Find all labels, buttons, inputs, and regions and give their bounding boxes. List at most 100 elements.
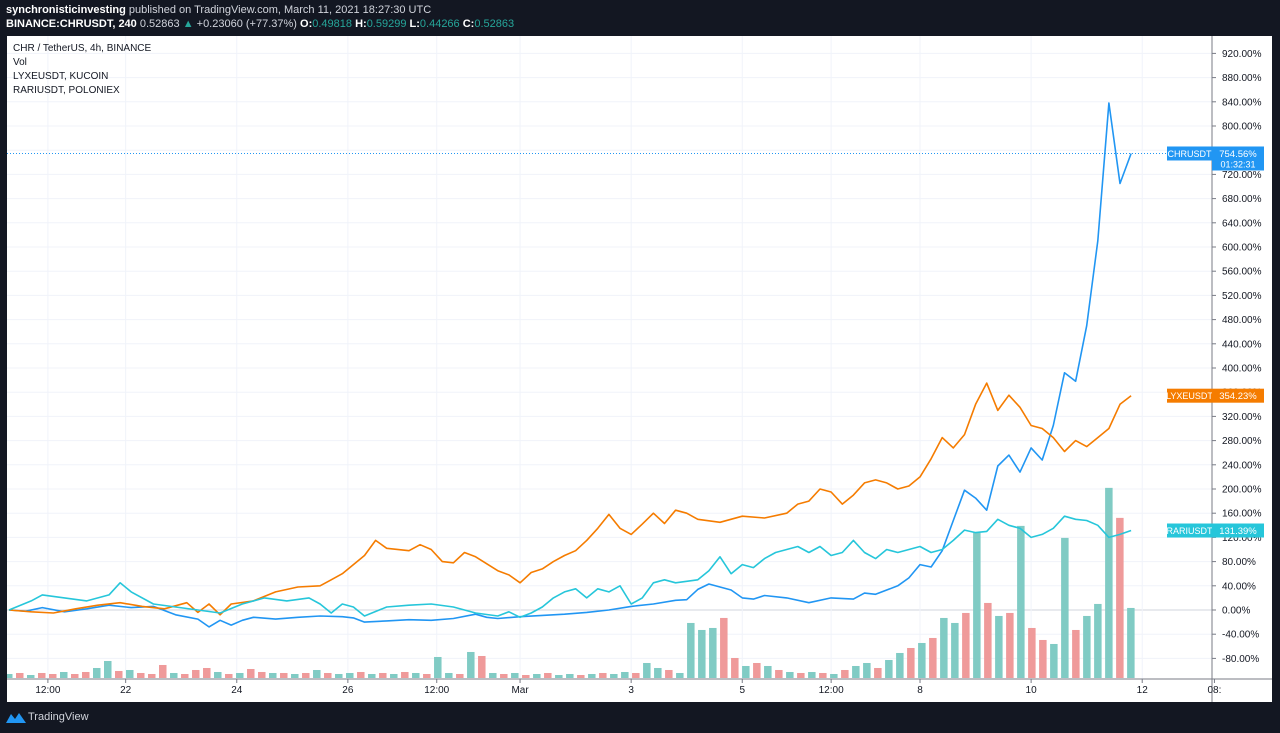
- volume-bar: [566, 673, 574, 678]
- volume-bar: [852, 665, 860, 678]
- volume-bar: [302, 672, 310, 678]
- volume-bar: [148, 673, 156, 678]
- volume-bar: [863, 662, 871, 678]
- volume-bar: [874, 667, 882, 678]
- volume-bar: [984, 602, 992, 678]
- y-tick-label: 160.00%: [1222, 509, 1262, 520]
- volume-bar: [104, 660, 112, 678]
- volume-bar: [49, 673, 57, 678]
- series-value-tag: [1212, 146, 1264, 171]
- open-label: O:: [300, 18, 313, 30]
- volume-bar: [93, 667, 101, 678]
- volume-bar: [137, 672, 145, 678]
- y-tick-label: 280.00%: [1222, 436, 1262, 447]
- volume-bar: [632, 672, 640, 678]
- volume-bar: [709, 627, 717, 678]
- volume-bar: [786, 671, 794, 678]
- chart-canvas[interactable]: 920.00%880.00%840.00%800.00%760.00%720.0…: [7, 36, 1272, 702]
- volume-bar: [214, 671, 222, 678]
- y-tick-label: 80.00%: [1222, 557, 1256, 568]
- volume-bar: [797, 672, 805, 678]
- close-label: C:: [462, 18, 475, 30]
- series-lines: [8, 102, 1132, 628]
- volume-bar: [357, 671, 365, 678]
- series-line-rariusdt: [8, 515, 1132, 619]
- volume-bar: [170, 672, 178, 678]
- series-value-label: 754.56%: [1219, 149, 1257, 160]
- price-axis[interactable]: 920.00%880.00%840.00%800.00%760.00%720.0…: [1211, 36, 1262, 702]
- y-tick-label: 120.00%: [1222, 533, 1262, 544]
- volume-bar: [775, 669, 783, 678]
- volume-bar: [500, 673, 508, 678]
- legend-volume[interactable]: Vol: [13, 57, 27, 68]
- volume-bar: [1105, 487, 1113, 678]
- y-tick-label: 400.00%: [1222, 364, 1262, 375]
- volume-bar: [918, 642, 926, 678]
- volume-bar: [192, 669, 200, 678]
- volume-bar: [643, 662, 651, 678]
- volume-bar: [445, 672, 453, 678]
- volume-bar: [27, 674, 35, 678]
- series-name-tag: [1167, 388, 1212, 403]
- volume-bar: [907, 647, 915, 678]
- y-tick-label: 560.00%: [1222, 267, 1262, 278]
- volume-bar: [346, 672, 354, 678]
- volume-bar: [533, 673, 541, 678]
- series-name-tag: [1167, 146, 1212, 161]
- volume-bar: [126, 669, 134, 678]
- x-tick-label: 8: [917, 685, 923, 696]
- volume-bar: [676, 672, 684, 678]
- volume-bar: [71, 673, 79, 678]
- y-tick-label: -80.00%: [1222, 654, 1259, 665]
- volume-bar: [610, 673, 618, 678]
- volume-bar: [258, 671, 266, 678]
- y-tick-label: 480.00%: [1222, 315, 1262, 326]
- x-tick-label: 24: [231, 685, 243, 696]
- x-tick-label: 3: [628, 685, 634, 696]
- volume-bar: [731, 657, 739, 678]
- legend-compare-lyxe[interactable]: LYXEUSDT, KUCOIN: [13, 71, 109, 82]
- series-line-chrusdt: [8, 102, 1132, 628]
- author-name[interactable]: synchronisticinvesting: [6, 4, 126, 16]
- volume-bar: [159, 664, 167, 678]
- volume-bar: [478, 655, 486, 678]
- volume-bar: [522, 674, 530, 678]
- legend-compare-rari[interactable]: RARIUSDT, POLONIEX: [13, 85, 120, 96]
- volume-bar: [599, 672, 607, 678]
- time-axis[interactable]: 12:00 22 24 26 12:00 Mar 3 5 12:00 8 10 12 08:: [7, 678, 1272, 696]
- volume-bar: [1017, 525, 1025, 678]
- grid-lines: [7, 36, 1212, 679]
- volume-bar: [588, 673, 596, 678]
- volume-bar: [940, 617, 948, 678]
- y-tick-label: 440.00%: [1222, 339, 1262, 350]
- volume-bar: [830, 673, 838, 678]
- series-name-label: CHRUSDT: [1168, 149, 1213, 159]
- volume-bar: [401, 671, 409, 678]
- volume-bar: [742, 665, 750, 678]
- x-tick-label: 26: [342, 685, 354, 696]
- series-name-tag: [1167, 523, 1212, 538]
- y-tick-label: 680.00%: [1222, 194, 1262, 205]
- volume-bar: [280, 672, 288, 678]
- volume-bar: [1006, 612, 1014, 678]
- volume-bar: [764, 665, 772, 678]
- volume-bar: [181, 673, 189, 678]
- volume-bar: [544, 672, 552, 678]
- volume-bar: [368, 673, 376, 678]
- tradingview-logo-icon[interactable]: [6, 711, 26, 725]
- volume-bar: [38, 672, 46, 678]
- x-tick-label: 22: [120, 685, 132, 696]
- symbol-label: BINANCE:CHRUSDT, 240: [6, 18, 137, 30]
- y-tick-label: 880.00%: [1222, 73, 1262, 84]
- tradingview-brand[interactable]: TradingView: [28, 711, 89, 723]
- open-value: 0.49818: [312, 18, 353, 30]
- y-tick-label: 200.00%: [1222, 485, 1262, 496]
- volume-bar: [412, 672, 420, 678]
- volume-bar: [60, 671, 68, 678]
- volume-bar: [896, 652, 904, 678]
- y-tick-label: 0.00%: [1222, 606, 1250, 617]
- volume-bar: [1050, 643, 1058, 678]
- legend-main-series[interactable]: CHR / TetherUS, 4h, BINANCE: [13, 43, 152, 54]
- volume-bar: [555, 674, 563, 678]
- volume-bar: [720, 617, 728, 678]
